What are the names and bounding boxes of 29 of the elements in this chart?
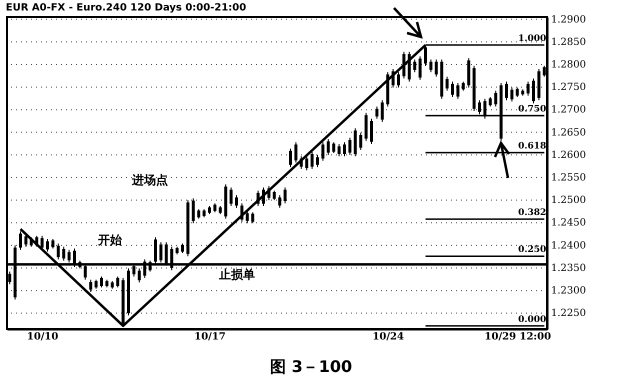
annotation: 进场点 xyxy=(132,172,168,189)
x-tick-label: 10/24 xyxy=(372,332,404,342)
x-tick-label: 10/10 xyxy=(26,332,58,342)
caption: 图 3－100 xyxy=(270,357,352,378)
chart-title: EUR A0-FX - Euro.240 120 Days 0:00-21:00 xyxy=(6,2,246,14)
series-label: 1.000 xyxy=(518,34,546,44)
y-tick-label: 1.2250 xyxy=(551,308,586,320)
y-tick-label: 1.2650 xyxy=(551,127,586,138)
series-label: 0.382 xyxy=(518,208,546,218)
y-tick-label: 1.2300 xyxy=(551,286,586,297)
y-tick-label: 1.2700 xyxy=(551,104,586,116)
y-tick-label: 1.2400 xyxy=(551,240,586,252)
ref-line-label: 止损单 xyxy=(218,267,255,282)
y-tick-label: 1.2600 xyxy=(551,150,586,161)
series-label: 0.000 xyxy=(518,314,546,325)
y-tick-label: 1.2500 xyxy=(551,195,586,206)
annotation: 开始 xyxy=(98,232,122,249)
y-tick-label: 1.2750 xyxy=(551,82,586,94)
y-tick-label: 1.2800 xyxy=(551,59,586,70)
y-tick-label: 1.2850 xyxy=(551,36,586,48)
series-label: 0.250 xyxy=(518,245,546,256)
y-tick-label: 1.2350 xyxy=(551,262,586,274)
x-tick-label: 10/29 12:00 xyxy=(484,332,552,342)
series-label: 0.750 xyxy=(518,104,546,115)
y-tick-label: 1.2450 xyxy=(551,218,586,229)
y-tick-label: 1.2900 xyxy=(551,14,586,26)
y-tick-label: 1.2550 xyxy=(551,172,586,184)
x-tick-label: 10/17 xyxy=(194,332,226,342)
legend-label: 0.618 xyxy=(518,142,546,152)
